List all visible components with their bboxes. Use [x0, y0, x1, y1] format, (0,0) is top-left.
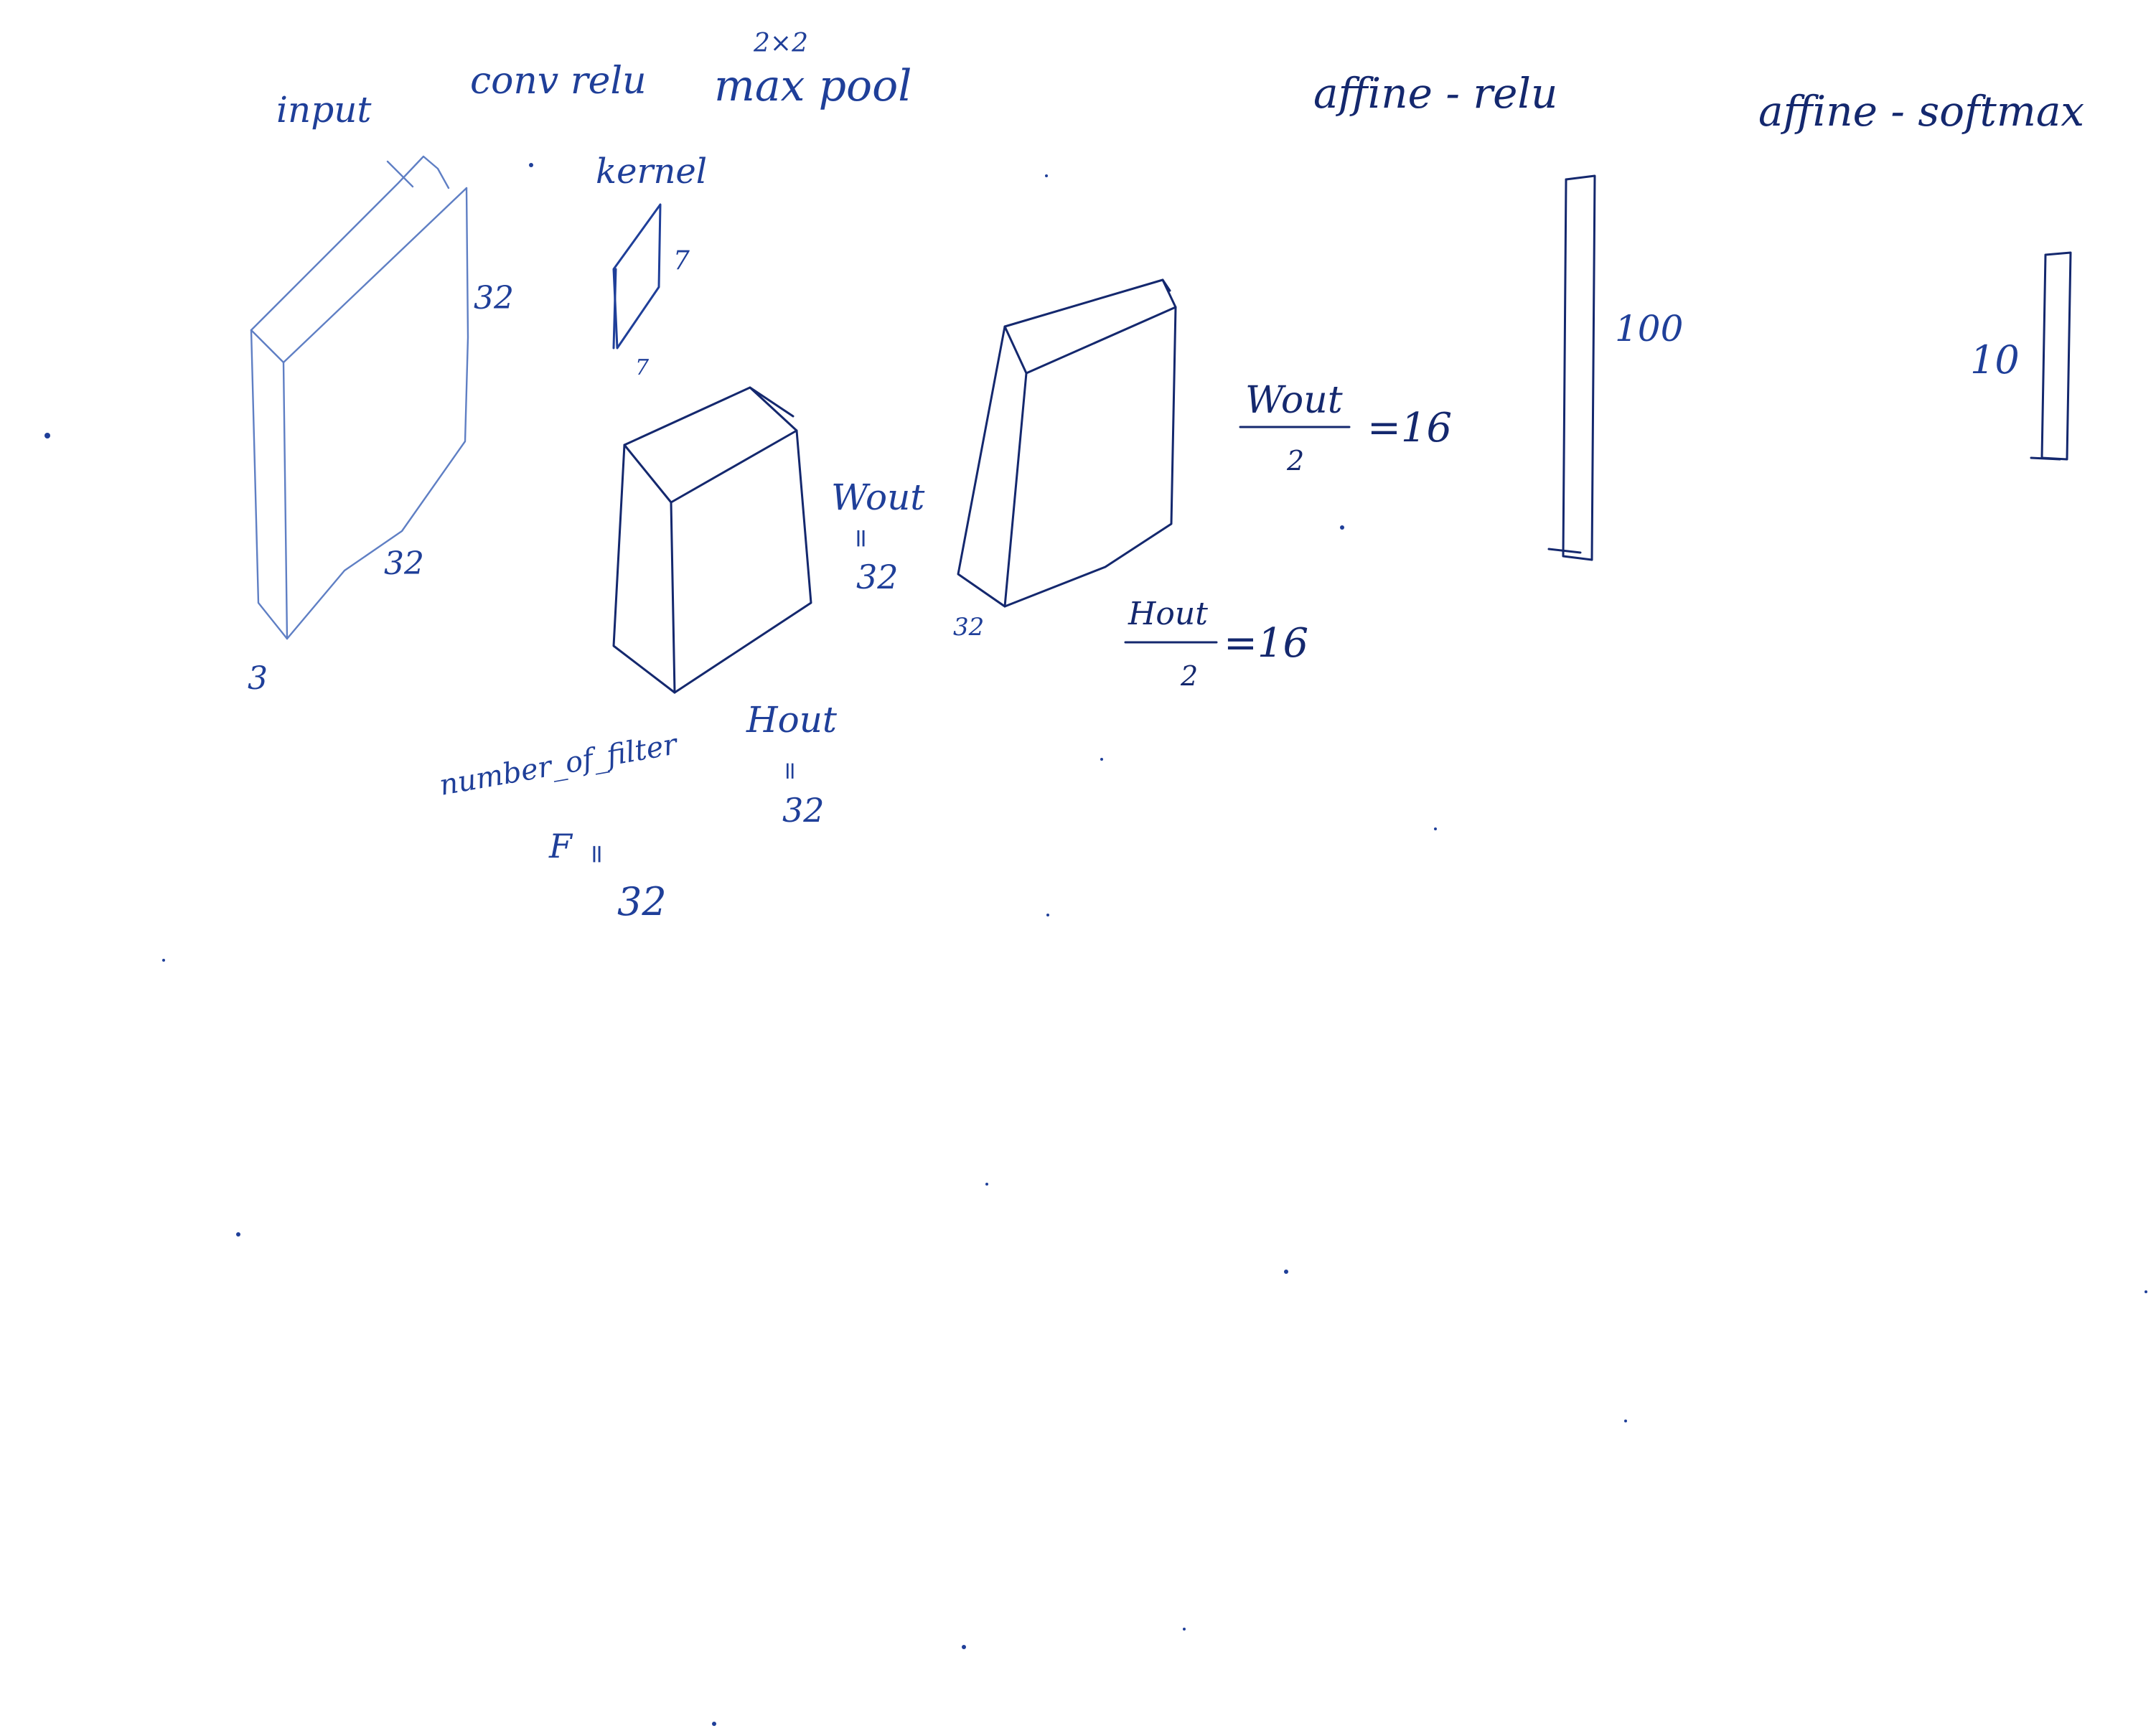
- max-pool-label: max pool: [714, 61, 911, 111]
- input-label: input: [276, 89, 372, 131]
- pool-size-label: 2×2: [753, 29, 808, 58]
- pool-w-numer: Wout: [1245, 379, 1343, 422]
- fc1-layer: [1547, 174, 1596, 561]
- input-height-label: 32: [474, 280, 514, 316]
- fc2-size-label: 10: [1970, 337, 2020, 383]
- kernel-height-label: 7: [673, 246, 690, 276]
- input-depth-label: 3: [248, 660, 268, 697]
- kernel-width-label: 7: [635, 355, 650, 380]
- paper-specks: [44, 163, 2147, 1726]
- conv-output-volume: [612, 386, 812, 694]
- pool-h-denom: 2: [1180, 660, 1198, 692]
- w-out-label: Wout: [831, 477, 925, 518]
- h-out-value: 32: [782, 791, 825, 830]
- input-volume: [250, 155, 469, 640]
- pool-h-result: =16: [1224, 620, 1308, 667]
- f-eq: =: [582, 843, 611, 865]
- h-out-label: Hout: [746, 699, 838, 741]
- kernel-label: kernel: [596, 151, 707, 192]
- conv-relu-label: conv relu: [470, 60, 647, 103]
- input-width-label: 32: [384, 545, 424, 582]
- pool-w-result: =16: [1367, 405, 1452, 451]
- f-symbol: F: [548, 827, 573, 866]
- h-out-eq: =: [776, 761, 805, 782]
- fc2-layer: [2030, 251, 2072, 461]
- affine-softmax-label: affine - softmax: [1758, 87, 2084, 136]
- pool-w-denom: 2: [1286, 445, 1304, 477]
- num-filter-label: number_of_filter: [437, 728, 682, 802]
- kernel-shape: [612, 203, 662, 350]
- pool-h-numer: Hout: [1128, 596, 1208, 632]
- f-value: 32: [617, 879, 667, 924]
- w-out-value: 32: [856, 558, 899, 596]
- w-out-eq: =: [846, 527, 876, 549]
- pool-output-volume: [957, 278, 1177, 608]
- pool-depth-label: 32: [953, 613, 984, 642]
- affine-relu-label: affine - relu: [1313, 69, 1557, 118]
- fc1-size-label: 100: [1615, 308, 1683, 350]
